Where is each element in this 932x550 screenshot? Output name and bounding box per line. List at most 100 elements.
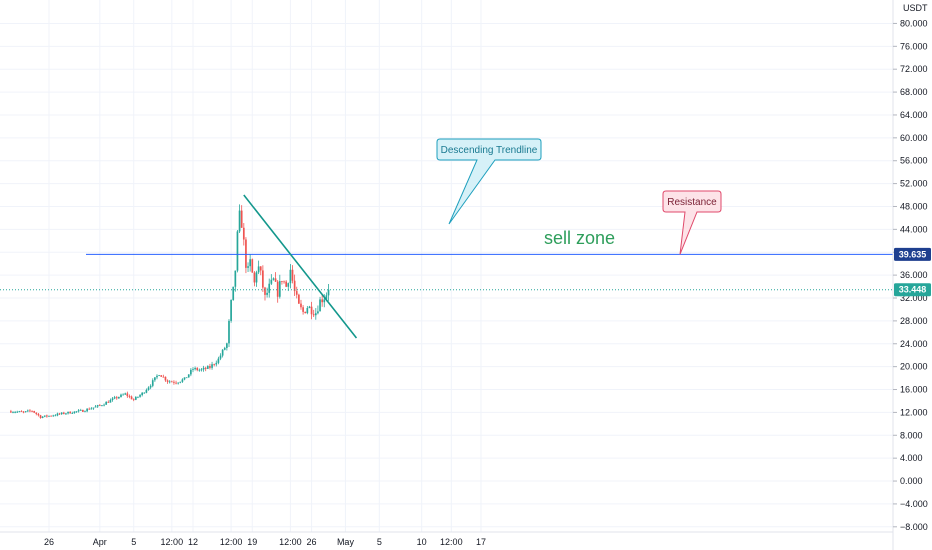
resistance-callout[interactable]: Resistance	[662, 190, 722, 255]
candle-128	[281, 280, 283, 285]
candle-body-31	[75, 411, 78, 413]
candle-body-94	[209, 366, 211, 368]
time-axis[interactable]: 26 Apr 5 12:00 12 12:00 19 12:00 26 May 5 10 12:00 17	[0, 531, 893, 547]
candle-18	[48, 415, 50, 418]
candle-51	[118, 396, 120, 399]
candle-body-144	[314, 313, 317, 316]
candle-body-46	[107, 401, 110, 403]
price-axis[interactable]: −8.000 −4.000 0.000 4.000 8.000 12.000 16.000 2…	[892, 0, 932, 550]
candle-body-146	[319, 299, 321, 312]
candle-117	[257, 260, 260, 275]
candle-121	[266, 287, 268, 298]
candle-100	[221, 349, 224, 358]
candle-body-92	[204, 367, 207, 369]
candle-body-111	[245, 239, 247, 268]
candle-71	[160, 375, 163, 377]
time-tick-label-12: 12:00	[440, 537, 463, 547]
candle-73	[164, 376, 167, 382]
candle-10	[31, 410, 33, 413]
candle-body-80	[179, 381, 182, 383]
candle-123	[270, 274, 273, 285]
candle-body-130	[285, 281, 288, 287]
candle-body-51	[118, 396, 120, 399]
candle-62	[141, 392, 144, 397]
candle-50	[115, 395, 118, 400]
candle-body-7	[24, 411, 27, 413]
candle-body-77	[173, 381, 175, 383]
candle-body-84	[187, 374, 190, 378]
candle-142	[310, 301, 313, 320]
candle-129	[283, 280, 285, 284]
candle-14	[39, 414, 42, 419]
resistance-price-tag-box	[894, 247, 931, 261]
current-price-tag: 33.448	[894, 283, 931, 297]
candle-body-61	[139, 395, 141, 397]
candle-body-142	[310, 306, 313, 315]
candle-body-35	[84, 411, 86, 413]
candle-109	[240, 205, 243, 228]
candle-body-116	[255, 272, 258, 283]
candle-30	[73, 411, 76, 414]
candle-body-131	[287, 283, 290, 287]
candle-16	[43, 415, 46, 418]
candle-body-53	[122, 394, 124, 396]
candle-body-91	[202, 367, 205, 370]
price-tick-label-20: 72.000	[900, 64, 928, 74]
candle-111	[245, 237, 247, 274]
candle-35	[84, 410, 86, 413]
candle-body-134	[293, 280, 296, 292]
descending-trendline[interactable]	[243, 194, 358, 339]
candle-127	[278, 274, 281, 299]
price-tick-label-4: 8.000	[900, 430, 923, 440]
candle-8	[26, 409, 29, 413]
candle-114	[251, 258, 254, 273]
candle-body-58	[132, 399, 135, 401]
candle-140	[306, 305, 309, 315]
price-tick-label-14: 48.000	[900, 201, 928, 211]
candle-40	[94, 405, 97, 408]
candle-28	[69, 411, 72, 414]
candle-body-59	[134, 396, 137, 400]
candle-90	[200, 367, 203, 372]
candle-94	[209, 363, 211, 370]
candle-body-19	[50, 415, 52, 417]
candle-31	[75, 411, 78, 413]
candle-body-42	[98, 405, 101, 406]
candle-body-66	[149, 385, 152, 388]
candle-23	[58, 412, 61, 415]
candle-145	[317, 305, 319, 315]
candle-64	[145, 388, 148, 394]
candle-body-119	[262, 270, 264, 288]
candle-body-105	[232, 286, 235, 300]
candle-78	[175, 380, 177, 385]
candle-97	[215, 360, 218, 367]
time-tick-label-2: 5	[131, 537, 136, 547]
price-tick-label-0: −8.000	[900, 522, 928, 532]
current-price-tag-text: 33.448	[899, 285, 927, 295]
candle-108	[238, 204, 241, 233]
candle-body-68	[154, 377, 156, 381]
candle-body-139	[304, 311, 307, 314]
candle-19	[50, 415, 52, 417]
candle-body-41	[96, 405, 99, 407]
candle-body-11	[33, 410, 36, 413]
price-axis-ticks: −8.000 −4.000 0.000 4.000 8.000 12.000 16.000 2…	[892, 0, 928, 550]
descending-trendline-callout[interactable]: Descending Trendline	[436, 138, 542, 225]
candle-120	[264, 286, 266, 301]
candle-93	[206, 365, 209, 370]
candle-body-5	[20, 411, 23, 413]
candle-body-33	[79, 409, 82, 411]
candle-134	[293, 274, 296, 296]
candle-body-147	[321, 299, 324, 303]
price-tick-label-8: 24.000	[900, 339, 928, 349]
candle-119	[262, 265, 264, 292]
candle-body-1	[12, 412, 14, 413]
candle-138	[302, 305, 304, 315]
candle-body-95	[211, 364, 213, 368]
candle-body-17	[46, 415, 48, 417]
candle-body-104	[230, 299, 232, 321]
candle-79	[177, 382, 180, 385]
price-tick-label-17: 60.000	[900, 133, 928, 143]
resistance-price-tag: 39.635	[894, 247, 931, 261]
